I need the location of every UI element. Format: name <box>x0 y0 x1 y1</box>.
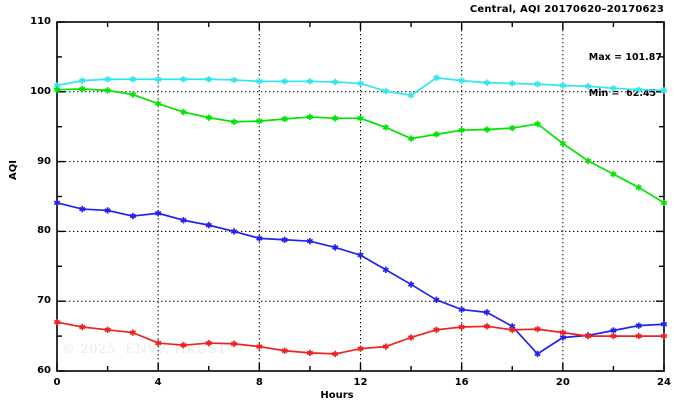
y-tick-label: 70 <box>37 295 51 307</box>
y-tick-label: 110 <box>30 16 51 27</box>
stats-annotation: Max = 101.87 Min = 62.45 <box>589 28 662 124</box>
y-tick-label: 80 <box>37 225 51 237</box>
series-blue <box>53 199 668 358</box>
x-axis-label: Hours <box>320 390 354 401</box>
series-green <box>53 85 668 206</box>
watermark: © 2025 ENVF, HKUST <box>62 342 227 357</box>
max-value-label: Max = 101.87 <box>588 52 662 63</box>
y-tick-label: 60 <box>37 365 51 376</box>
x-tick-label: 24 <box>657 377 671 388</box>
min-value-label: Min = 62.45 <box>588 88 657 99</box>
y-tick-label: 90 <box>37 155 51 167</box>
x-tick-label: 4 <box>154 377 162 388</box>
series-cyan <box>53 74 668 99</box>
y-tick-label: 100 <box>30 85 51 97</box>
series-red <box>53 318 668 358</box>
x-tick-label: 0 <box>53 377 61 388</box>
chart-title: Central, AQI 20170620–20170623 <box>469 4 664 15</box>
x-tick-label: 16 <box>454 377 469 388</box>
x-tick-label: 20 <box>555 377 570 388</box>
x-tick-label: 8 <box>255 377 263 388</box>
x-tick-label: 12 <box>353 377 368 388</box>
